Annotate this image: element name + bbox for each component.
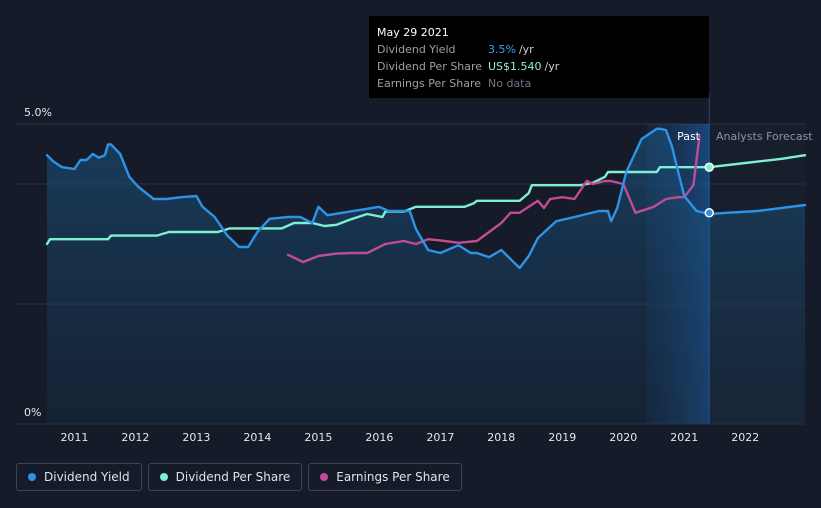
- series-line-dividend-per-share: [45, 153, 807, 246]
- legend-item-dividend-yield[interactable]: Dividend Yield: [16, 463, 142, 491]
- tooltip-value: US$1.540: [488, 60, 542, 73]
- legend: Dividend Yield Dividend Per Share Earnin…: [16, 463, 462, 491]
- tooltip-unit: /yr: [518, 43, 534, 56]
- series-lines: [45, 94, 807, 424]
- tooltip-label: Dividend Per Share: [377, 60, 483, 73]
- legend-label: Earnings Per Share: [336, 470, 450, 484]
- tooltip-date: May 29 2021: [377, 26, 449, 39]
- tooltip-value: No data: [488, 77, 532, 90]
- x-tick-label: 2014: [243, 431, 271, 444]
- tooltip-unit: /yr: [544, 60, 560, 73]
- x-axis-ticks: 2011 2012 2013 2014 2015 2016 2017 2018 2019 2020…: [60, 431, 759, 444]
- x-tick-label: 2018: [487, 431, 515, 444]
- past-label: Past: [677, 130, 701, 143]
- legend-label: Dividend Yield: [44, 470, 130, 484]
- legend-item-dividend-per-share[interactable]: Dividend Per Share: [147, 463, 303, 491]
- tooltip-label: Dividend Yield: [377, 43, 456, 56]
- legend-label: Dividend Per Share: [175, 470, 291, 484]
- tooltip-value: 3.5%: [488, 43, 516, 56]
- marker-dividend-yield: [704, 208, 715, 218]
- y-label-top: 5.0%: [24, 106, 52, 119]
- dot-icon: [28, 473, 36, 481]
- x-tick-label: 2015: [304, 431, 332, 444]
- tooltip-row-dps: Dividend Per Share US$1.540 /yr: [377, 58, 701, 75]
- legend-item-earnings-per-share[interactable]: Earnings Per Share: [308, 463, 462, 491]
- marker-dividend-per-share: [704, 162, 715, 172]
- x-tick-label: 2016: [365, 431, 393, 444]
- x-tick-label: 2013: [182, 431, 210, 444]
- y-label-bottom: 0%: [24, 406, 41, 419]
- x-tick-label: 2021: [670, 431, 698, 444]
- x-tick-label: 2017: [426, 431, 454, 444]
- dot-icon: [320, 473, 329, 481]
- dot-icon: [159, 473, 168, 481]
- tooltip: May 29 2021 Dividend Yield 3.5% /yr Divi…: [369, 16, 709, 98]
- forecast-label: Analysts Forecast: [716, 130, 813, 143]
- dividend-yield-area: [47, 128, 805, 425]
- x-tick-label: 2011: [60, 431, 88, 444]
- x-tick-label: 2020: [609, 431, 637, 444]
- tooltip-row-yield: Dividend Yield 3.5% /yr: [377, 41, 701, 58]
- x-tick-label: 2022: [731, 431, 759, 444]
- tooltip-label: Earnings Per Share: [377, 77, 482, 90]
- x-tick-label: 2012: [121, 431, 149, 444]
- x-tick-label: 2019: [548, 431, 576, 444]
- series-markers: [704, 162, 715, 218]
- series-line-earnings-per-share: [286, 134, 701, 264]
- series-line-dividend-yield: [45, 127, 807, 270]
- tooltip-row-eps: Earnings Per Share No data: [377, 75, 701, 92]
